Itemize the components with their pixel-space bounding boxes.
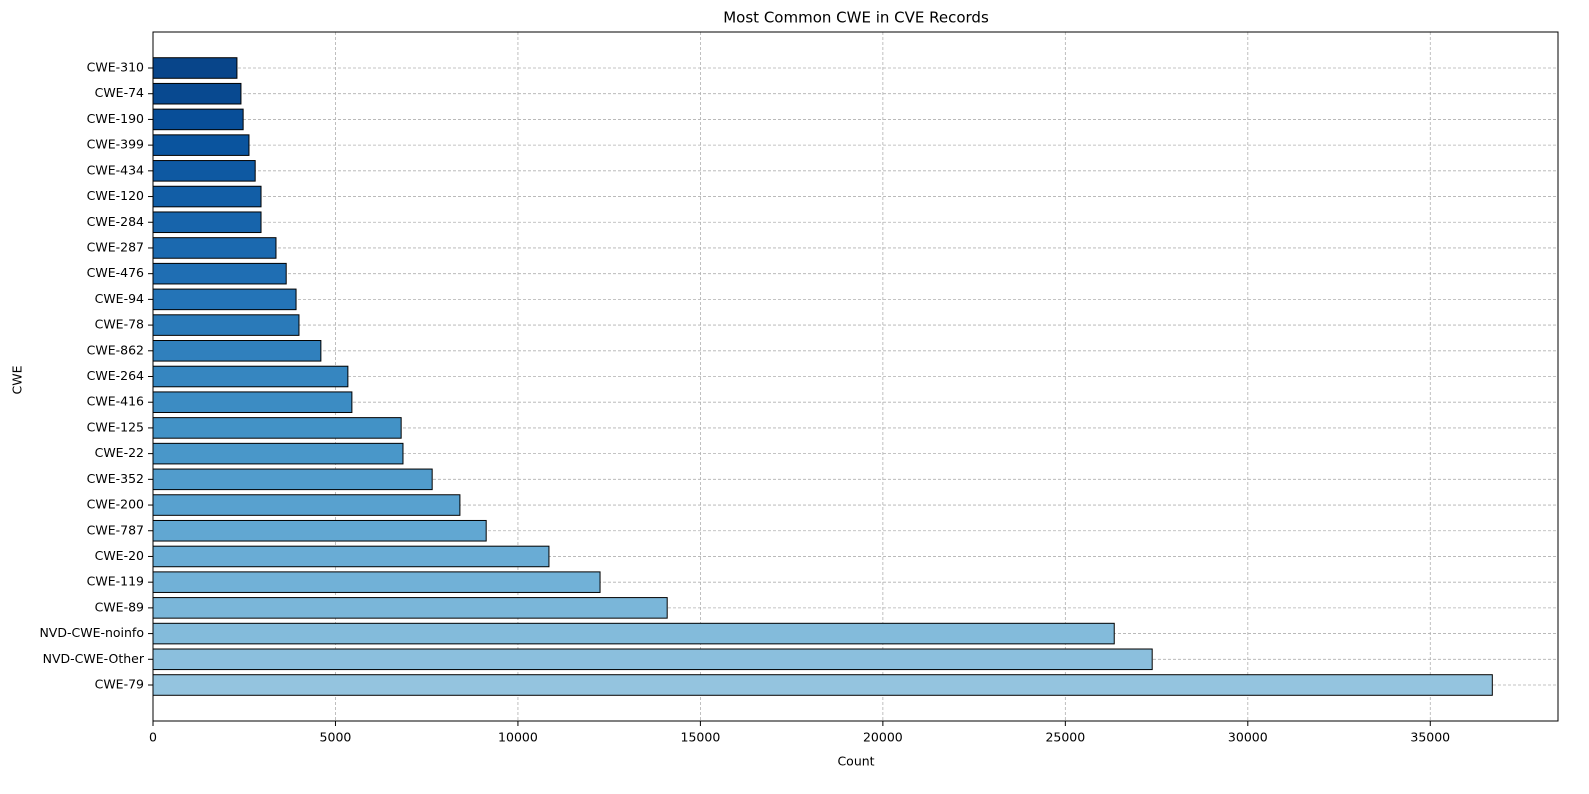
- x-tick-label: 20000: [863, 730, 903, 745]
- chart-title: Most Common CWE in CVE Records: [723, 9, 989, 27]
- bar: [152, 365, 349, 388]
- x-tick-label: 10000: [498, 730, 538, 745]
- y-tick-label: CWE-399: [87, 137, 144, 152]
- x-tick-label: 35000: [1410, 730, 1450, 745]
- y-tick-label: CWE-352: [87, 471, 144, 486]
- x-tick-label: 30000: [1228, 730, 1268, 745]
- y-tick-label: CWE-476: [87, 265, 144, 280]
- y-tick-label: CWE-125: [87, 419, 144, 434]
- y-tick-label: CWE-78: [95, 317, 144, 332]
- y-tick-label: CWE-787: [87, 522, 144, 537]
- y-tick-label: CWE-190: [87, 111, 144, 126]
- bar: [152, 288, 297, 311]
- bar: [152, 237, 277, 259]
- x-tick-label: 5000: [320, 730, 352, 745]
- y-tick-label: CWE-200: [87, 497, 144, 512]
- y-tick-label: CWE-284: [87, 214, 144, 229]
- y-tick-label: CWE-79: [95, 677, 144, 692]
- bar: [152, 314, 300, 336]
- y-tick-label: CWE-416: [87, 394, 144, 409]
- bar: [152, 442, 404, 465]
- bar: [152, 262, 287, 285]
- bar: [152, 340, 322, 362]
- bar: [152, 82, 242, 105]
- y-tick-label: NVD-CWE-noinfo: [39, 625, 144, 640]
- x-tick-label: 15000: [681, 730, 721, 745]
- y-tick-label: CWE-434: [87, 162, 144, 177]
- bar: [152, 597, 668, 619]
- y-tick-label: CWE-310: [87, 60, 144, 75]
- bar: [152, 134, 250, 156]
- bar: [152, 468, 433, 491]
- bar: [152, 519, 487, 542]
- y-tick-label: CWE-287: [87, 239, 144, 254]
- bar: [152, 545, 550, 568]
- x-axis-label: Count: [837, 754, 874, 769]
- bar: [152, 57, 238, 79]
- bar: [152, 108, 244, 131]
- bar: [152, 417, 402, 439]
- y-tick-label: CWE-74: [95, 85, 144, 100]
- y-axis-label: CWE: [10, 365, 25, 394]
- bar: [152, 211, 262, 234]
- bar: [152, 571, 601, 593]
- bar: [152, 160, 256, 182]
- y-tick-label: CWE-119: [87, 574, 144, 589]
- bar: [152, 494, 461, 516]
- x-tick-label: 0: [149, 730, 157, 745]
- bar: [152, 674, 1493, 696]
- y-tick-label: CWE-89: [95, 599, 144, 614]
- y-tick-label: CWE-264: [87, 368, 144, 383]
- bar: [152, 391, 353, 413]
- y-tick-label: CWE-20: [95, 548, 144, 563]
- y-tick-label: CWE-22: [95, 445, 144, 460]
- bar: [152, 622, 1115, 645]
- plot-frame: [152, 31, 1559, 722]
- y-tick-label: NVD-CWE-Other: [43, 651, 145, 666]
- y-tick-label: CWE-120: [87, 188, 144, 203]
- bar: [152, 648, 1153, 671]
- x-tick-label: 25000: [1045, 730, 1085, 745]
- y-tick-label: CWE-862: [87, 342, 144, 357]
- bar: [152, 185, 262, 208]
- y-tick-label: CWE-94: [95, 291, 144, 306]
